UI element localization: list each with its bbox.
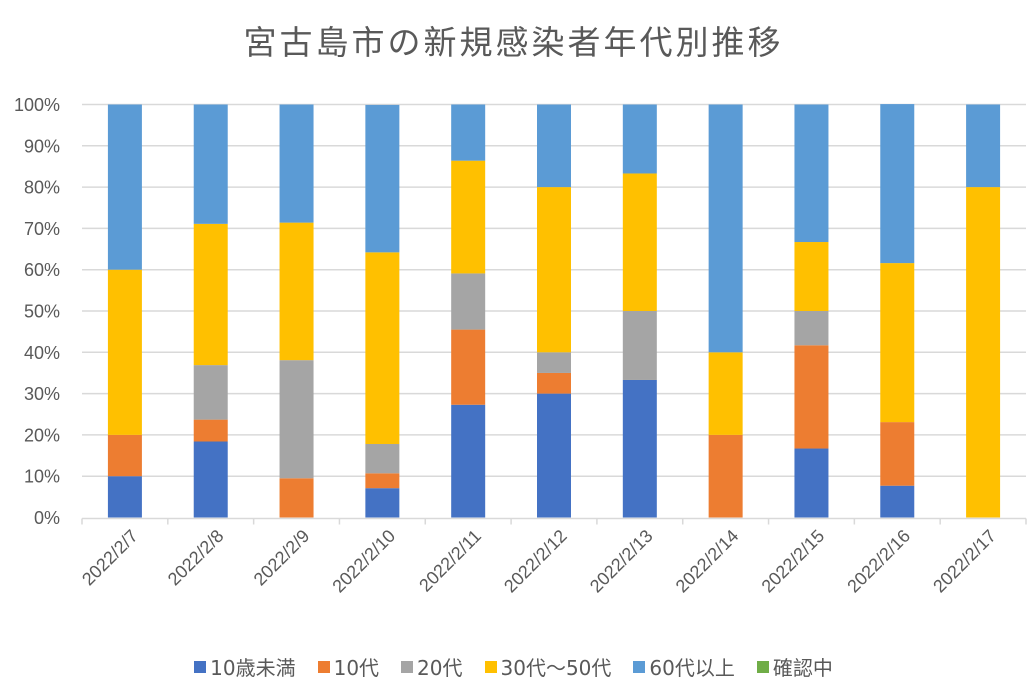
x-tick-label: 2022/2/11: [415, 526, 485, 596]
bar-segment-2: [365, 443, 400, 474]
legend: 10歳未満 10代 20代 30代～50代 60代以上 確認中: [0, 652, 1027, 681]
legend-item: 確認中: [756, 652, 833, 681]
chart-title: 宮古島市の新規感染者年代別推移: [243, 23, 784, 62]
bar-segment-4: [451, 104, 486, 161]
x-tick-label: 2022/2/17: [929, 526, 1000, 597]
y-tick-label: 20%: [24, 425, 60, 445]
legend-item: 10歳未満: [194, 652, 296, 681]
x-tick-label: 2022/2/8: [164, 526, 228, 590]
legend-swatch: [484, 660, 497, 673]
bar-segment-3: [880, 263, 915, 423]
bar-segment-0: [537, 393, 571, 518]
y-tick-label: 60%: [24, 260, 60, 280]
bars: [107, 104, 1001, 518]
legend-label: 20代: [417, 656, 463, 680]
legend-item: 30代～50代: [484, 652, 612, 681]
y-tick-label: 100%: [14, 95, 60, 115]
bar-segment-4: [107, 104, 142, 270]
bar-segment-1: [451, 329, 486, 405]
bar-segment-3: [537, 187, 571, 353]
bar-segment-1: [537, 372, 571, 394]
bar-segment-4: [966, 104, 1001, 188]
y-tick-label: 40%: [24, 343, 60, 363]
x-axis-ticks: 2022/2/7 2022/2/8 2022/2/9 2022/2/10 2022/2/…: [78, 526, 1000, 597]
x-tick-label: 2022/2/15: [758, 526, 829, 597]
x-tick-label: 2022/2/13: [586, 526, 657, 597]
legend-label: 確認中: [772, 656, 833, 680]
bar-segment-4: [880, 104, 915, 264]
y-tick-label: 0%: [34, 508, 60, 528]
legend-label: 10歳未満: [210, 656, 296, 680]
bar-segment-2: [451, 273, 486, 330]
bar-segment-4: [622, 104, 657, 174]
y-tick-label: 90%: [24, 136, 60, 156]
x-axis: [81, 517, 1027, 525]
bar-segment-0: [880, 485, 915, 518]
bar-segment-0: [193, 441, 228, 518]
bar-segment-1: [708, 434, 743, 518]
bar-segment-1: [794, 345, 829, 449]
y-axis-ticks: 0% 10% 20% 30% 40% 50% 60% 70% 80% 90% 100%: [14, 95, 60, 528]
x-tick-label: 2022/2/16: [843, 526, 914, 597]
y-tick-label: 80%: [24, 178, 60, 198]
bar-segment-3: [966, 187, 1001, 518]
y-tick-label: 50%: [24, 302, 60, 322]
bar-segment-4: [708, 104, 743, 353]
legend-item: 20代: [401, 652, 463, 681]
bar-segment-3: [107, 269, 142, 435]
legend-swatch: [633, 660, 646, 673]
bar-segment-4: [193, 104, 228, 224]
bar-segment-0: [107, 476, 142, 518]
legend-label: 60代以上: [649, 656, 735, 680]
bar-segment-1: [880, 422, 915, 486]
bar-segment-4: [537, 104, 571, 188]
bar-segment-2: [622, 311, 657, 380]
x-tick-label: 2022/2/14: [672, 526, 743, 597]
bar-segment-3: [279, 222, 314, 361]
legend-label: 30代～50代: [500, 656, 612, 680]
x-tick-label: 2022/2/7: [78, 526, 142, 590]
legend-item: 60代以上: [633, 652, 735, 681]
bar-segment-3: [365, 252, 400, 444]
y-tick-label: 30%: [24, 384, 60, 404]
legend-swatch: [194, 660, 207, 673]
bar-segment-0: [622, 379, 657, 518]
bar-segment-2: [794, 311, 829, 346]
bar-segment-2: [279, 360, 314, 479]
x-tick-label: 2022/2/9: [250, 526, 314, 590]
y-tick-label: 70%: [24, 219, 60, 239]
bar-segment-3: [451, 160, 486, 274]
bar-segment-3: [193, 223, 228, 366]
bar-segment-4: [794, 104, 829, 243]
x-tick-label: 2022/2/10: [328, 526, 399, 597]
legend-swatch: [317, 660, 330, 673]
legend-swatch: [756, 660, 769, 673]
bar-segment-3: [794, 242, 829, 311]
x-tick-label: 2022/2/12: [500, 526, 571, 597]
y-tick-label: 10%: [24, 467, 60, 487]
bar-segment-3: [622, 173, 657, 311]
bar-segment-2: [537, 352, 571, 373]
bar-segment-1: [365, 473, 400, 489]
legend-swatch: [401, 660, 414, 673]
bar-segment-4: [365, 104, 400, 253]
bar-segment-0: [365, 488, 400, 518]
legend-item: 10代: [317, 652, 380, 681]
bar-segment-1: [107, 434, 142, 477]
bar-segment-2: [193, 365, 228, 420]
bar-segment-4: [279, 104, 314, 223]
legend-label: 10代: [333, 656, 380, 680]
bar-segment-0: [794, 448, 829, 518]
bar-segment-1: [279, 478, 314, 518]
bar-segment-1: [193, 419, 228, 442]
bar-segment-0: [451, 404, 486, 518]
bar-segment-3: [708, 352, 743, 435]
